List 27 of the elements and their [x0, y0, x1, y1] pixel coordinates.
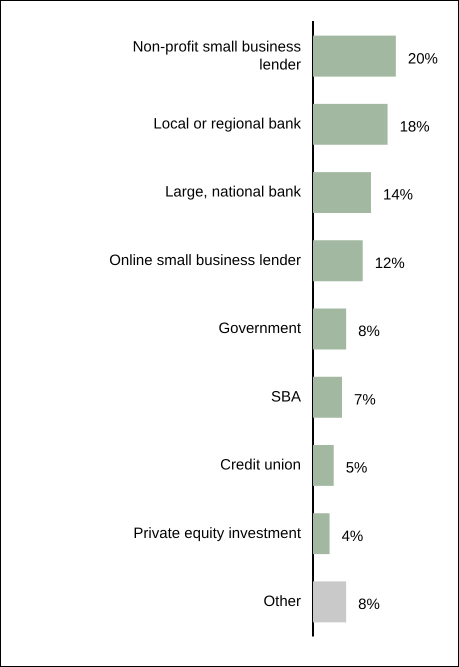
y-tick-label: Credit union: [220, 456, 301, 474]
data-label: 20%: [408, 50, 438, 68]
y-tick-label: Local or regional bank: [153, 115, 302, 132]
data-label: 7%: [354, 391, 376, 408]
data-label: 4%: [342, 528, 364, 545]
bar: [313, 36, 396, 77]
y-tick-label: Non-profit small business lender: [132, 38, 301, 74]
data-label: 18%: [400, 118, 430, 136]
data-label: 12%: [374, 254, 405, 272]
data-label: 8%: [358, 323, 380, 340]
data-label: 8%: [358, 596, 380, 614]
bar: [313, 172, 371, 214]
bar: [313, 104, 388, 145]
data-label: 14%: [383, 186, 414, 204]
bar: [313, 376, 342, 418]
y-tick-label: Large, national bank: [165, 184, 302, 201]
data-label: 5%: [346, 460, 368, 477]
bar: [313, 240, 363, 282]
bar: [313, 581, 346, 622]
bar: [313, 308, 346, 350]
bar: [313, 513, 330, 554]
y-tick-label: Other: [263, 593, 302, 610]
y-tick-label: Private equity investment: [133, 524, 302, 542]
y-tick-label: Government: [218, 320, 302, 338]
y-tick-label: Online small business lender: [109, 252, 301, 269]
bar: [313, 444, 334, 486]
y-tick-label: SBA: [270, 388, 301, 406]
